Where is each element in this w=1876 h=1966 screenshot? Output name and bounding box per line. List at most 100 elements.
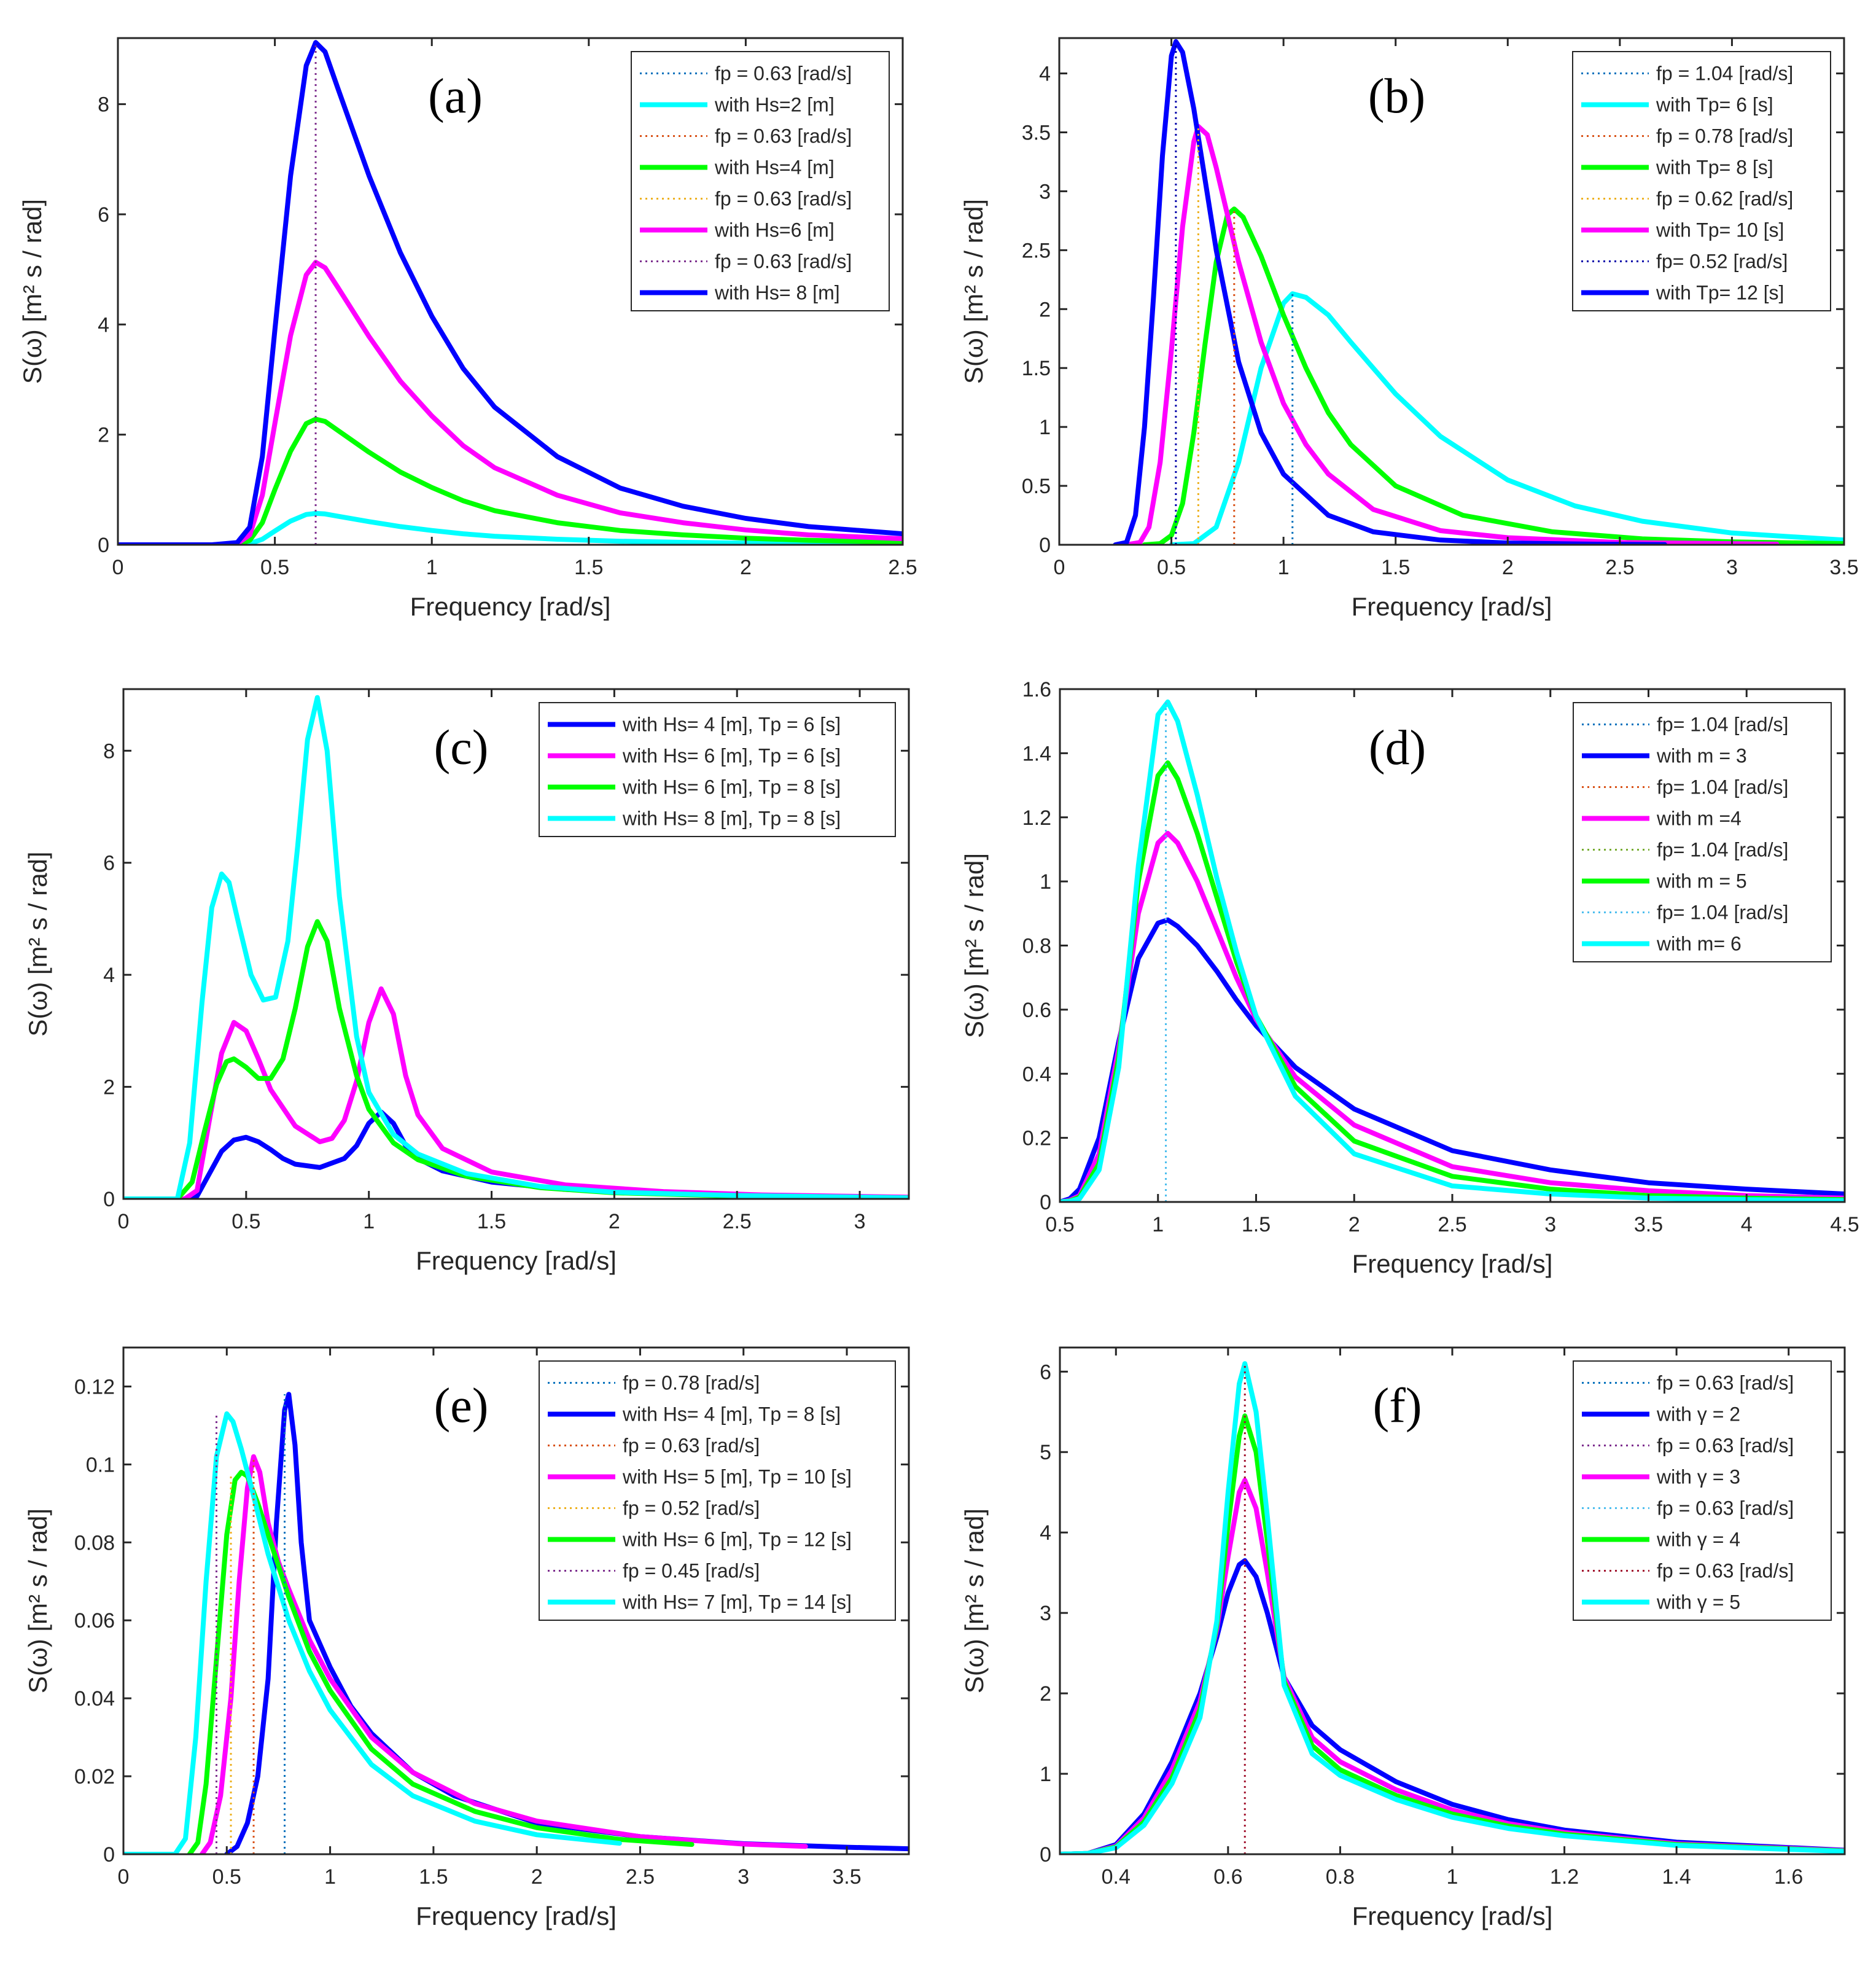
x-tick-label: 0 [112, 556, 124, 579]
y-tick-label: 0.06 [74, 1609, 115, 1632]
panel-f: (f) Frequency [rad/s] S(ω) [m² s / rad] … [960, 1346, 1846, 1930]
legend-label: with Hs= 4 [m], Tp = 8 [s] [622, 1403, 841, 1426]
plot-lines [123, 1392, 909, 1854]
legend-label: with γ = 2 [1656, 1403, 1740, 1426]
y-tick-label: 8 [98, 93, 109, 117]
legend: fp = 0.63 [rad/s] with γ = 2 fp = 0.63 [ra… [1573, 1360, 1832, 1621]
x-tick-label: 0 [1054, 556, 1065, 579]
x-tick-label: 3.5 [1829, 556, 1858, 579]
x-tick-label: 0.5 [232, 1210, 260, 1233]
axes-box [122, 1346, 910, 1855]
x-tick-label: 0.5 [1157, 556, 1186, 579]
y-tick-label: 0.04 [74, 1687, 115, 1710]
y-axis-label: S(ω) [m² s / rad] [18, 199, 47, 384]
legend-box [631, 51, 890, 311]
ticks: 0.4 0.6 0.8 1 1.2 1.4 1.6 0 1 2 3 4 5 6 [1040, 1348, 1845, 1889]
x-tick-label: 1.5 [419, 1865, 448, 1889]
x-tick-label: 2.5 [1605, 556, 1634, 579]
y-tick-label: 8 [103, 739, 115, 763]
y-tick-label: 1.6 [1022, 678, 1051, 701]
y-tick-label: 4 [103, 964, 115, 987]
legend-label: with Hs=2 [m] [714, 94, 835, 116]
legend-box [1572, 51, 1831, 311]
y-tick-label: 0.4 [1022, 1063, 1051, 1086]
legend-label: fp = 0.63 [rad/s] [715, 125, 852, 147]
legend-label: fp = 0.63 [rad/s] [623, 1435, 760, 1457]
y-tick-label: 0 [1039, 534, 1051, 557]
x-tick-label: 1.5 [574, 556, 603, 579]
x-tick-label: 2.5 [723, 1210, 752, 1233]
y-axis-label: S(ω) [m² s / rad] [959, 199, 988, 384]
y-tick-label: 2 [103, 1076, 115, 1099]
x-tick-label: 1 [324, 1865, 336, 1889]
series-line [1060, 1558, 1845, 1854]
y-tick-label: 0.5 [1022, 475, 1051, 498]
plot-lines [1060, 699, 1845, 1202]
legend-label: with Hs= 6 [m], Tp = 6 [s] [622, 745, 841, 767]
y-tick-label: 2 [1040, 1682, 1051, 1706]
x-tick-label: 1 [1278, 556, 1290, 579]
x-axis-label: Frequency [rad/s] [416, 1902, 617, 1930]
x-tick-label: 2 [1502, 556, 1514, 579]
plot-lines [118, 40, 903, 545]
series-line [123, 1411, 622, 1854]
x-tick-label: 1 [1447, 1865, 1458, 1889]
x-tick-label: 1.5 [477, 1210, 506, 1233]
y-tick-label: 0.6 [1022, 999, 1051, 1022]
plot-lines [1113, 39, 1844, 545]
legend: with Hs= 4 [m], Tp = 6 [s] with Hs= 6 [m]… [539, 702, 896, 837]
panel-tag: (f) [1373, 1379, 1422, 1433]
legend-label: fp = 0.63 [rad/s] [1657, 1435, 1794, 1457]
legend-label: with Hs= 7 [m], Tp = 14 [s] [622, 1591, 852, 1613]
legend-label: with Hs=6 [m] [714, 219, 835, 241]
legend-label: fp = 0.63 [rad/s] [1657, 1372, 1794, 1394]
x-axis-label: Frequency [rad/s] [1352, 1902, 1553, 1930]
y-tick-label: 1 [1040, 1763, 1051, 1786]
x-axis-label: Frequency [rad/s] [1352, 1249, 1553, 1278]
x-tick-label: 0.8 [1326, 1865, 1355, 1889]
x-tick-label: 3.5 [832, 1865, 861, 1889]
x-tick-label: 3 [1544, 1213, 1556, 1236]
legend-label: fp = 0.63 [rad/s] [715, 251, 852, 273]
axes-box [1058, 37, 1845, 546]
x-tick-label: 2.5 [626, 1865, 655, 1889]
legend-label: with Hs= 6 [m], Tp = 12 [s] [622, 1529, 852, 1551]
y-tick-label: 6 [98, 203, 109, 227]
series-line [118, 40, 903, 545]
panel-tag: (a) [428, 69, 483, 123]
legend-label: with Tp= 10 [s] [1656, 219, 1784, 241]
legend-label: with Hs= 4 [m], Tp = 6 [s] [622, 714, 841, 736]
x-tick-label: 0.5 [212, 1865, 241, 1889]
legend: fp = 1.04 [rad/s] with Tp= 6 [s] fp = 0.78… [1572, 51, 1831, 311]
x-tick-label: 2 [609, 1210, 620, 1233]
y-tick-label: 4 [1040, 1521, 1051, 1545]
y-axis-label: S(ω) [m² s / rad] [23, 1508, 52, 1693]
x-axis-label: Frequency [rad/s] [1352, 592, 1552, 621]
y-tick-label: 1.4 [1022, 742, 1051, 765]
series-line [118, 416, 903, 545]
y-axis-label: S(ω) [m² s / rad] [960, 1508, 989, 1693]
y-tick-label: 1 [1039, 416, 1051, 439]
y-tick-label: 2 [98, 424, 109, 447]
x-tick-label: 1.5 [1381, 556, 1410, 579]
x-axis-label: Frequency [rad/s] [416, 1246, 617, 1275]
series-line [1113, 39, 1667, 545]
legend-box [1573, 702, 1832, 962]
legend-label: fp= 1.04 [rad/s] [1657, 902, 1788, 924]
legend-label: fp = 1.04 [rad/s] [1656, 63, 1793, 85]
legend-label: fp = 0.63 [rad/s] [1657, 1560, 1794, 1582]
legend: fp = 0.78 [rad/s] with Hs= 4 [m], Tp = 8 … [539, 1360, 896, 1621]
legend-label: fp= 1.04 [rad/s] [1657, 839, 1788, 861]
legend-label: with m = 3 [1656, 745, 1747, 767]
x-tick-label: 1 [426, 556, 438, 579]
y-tick-label: 4 [98, 313, 109, 337]
panel-e: (e) Frequency [rad/s] S(ω) [m² s / rad] … [23, 1346, 910, 1930]
series-line [1060, 1361, 1845, 1854]
y-tick-label: 5 [1040, 1441, 1051, 1464]
y-tick-label: 0 [98, 534, 109, 557]
x-tick-label: 3 [854, 1210, 866, 1233]
legend-box [1573, 1360, 1832, 1621]
y-tick-label: 0.1 [86, 1453, 115, 1476]
legend-label: with m =4 [1656, 808, 1742, 830]
x-tick-label: 3.5 [1634, 1213, 1663, 1236]
